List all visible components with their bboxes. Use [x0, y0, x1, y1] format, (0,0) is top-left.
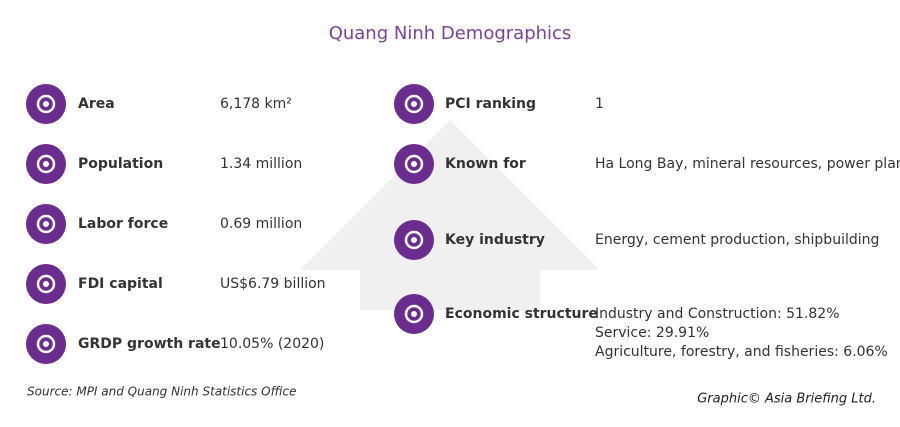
watermark — [300, 120, 600, 310]
icon-glyph — [36, 274, 56, 294]
icon-glyph — [411, 237, 417, 243]
item-label: Known for — [445, 156, 526, 172]
item-value: Service: 29.91% — [595, 325, 709, 341]
icon-glyph — [36, 214, 56, 234]
item-value: 1.34 million — [220, 156, 302, 172]
icon-glyph — [43, 161, 49, 167]
item-value: Ha Long Bay, mineral resources, power pl… — [595, 156, 900, 172]
title: Quang Ninh Demographics — [329, 23, 572, 44]
item-label: Population — [78, 156, 163, 172]
item-label: FDI capital — [78, 276, 163, 292]
item-value: US$6.79 billion — [220, 276, 326, 292]
icon-glyph — [43, 221, 49, 227]
credit: Graphic© Asia Briefing Ltd. — [697, 392, 876, 407]
icon-glyph — [411, 161, 417, 167]
icon-glyph — [404, 230, 424, 250]
item-value: 0.69 million — [220, 216, 302, 232]
item-label: Labor force — [78, 216, 168, 232]
item-label: PCI ranking — [445, 96, 536, 112]
icon-glyph — [411, 311, 417, 317]
icon-glyph — [43, 281, 49, 287]
icon-glyph — [36, 154, 56, 174]
item-label: GRDP growth rate — [78, 336, 221, 352]
icon-glyph — [404, 154, 424, 174]
item-value: 1 — [595, 96, 604, 112]
source: Source: MPI and Quang Ninh Statistics Of… — [27, 385, 297, 399]
item-value: 6,178 km² — [220, 96, 292, 112]
item-label: Economic structure — [445, 306, 598, 322]
item-value: 10.05% (2020) — [220, 336, 324, 352]
icon-glyph — [36, 94, 56, 114]
icon-glyph — [43, 101, 49, 107]
item-value: Energy, cement production, shipbuilding — [595, 232, 879, 248]
item-label: Area — [78, 96, 115, 112]
icon-glyph — [404, 94, 424, 114]
item-value: Industry and Construction: 51.82% — [595, 306, 840, 322]
item-label: Key industry — [445, 232, 545, 248]
icon-glyph — [36, 334, 56, 354]
item-value: Agriculture, forestry, and fisheries: 6.… — [595, 344, 888, 360]
icon-glyph — [404, 304, 424, 324]
icon-glyph — [411, 101, 417, 107]
icon-glyph — [43, 341, 49, 347]
